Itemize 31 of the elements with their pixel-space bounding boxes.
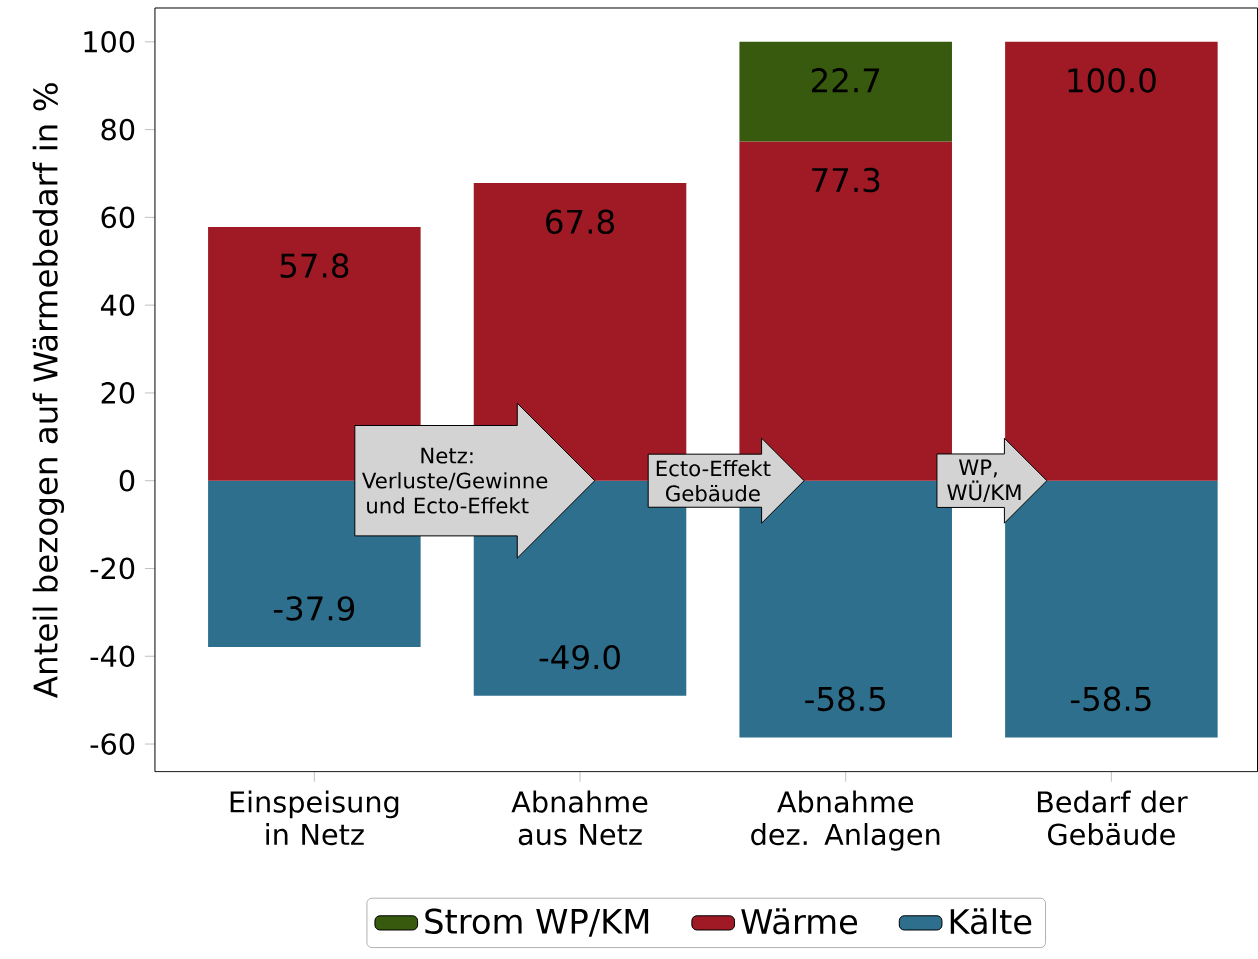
legend-label: Wärme [741, 908, 858, 935]
data-label: 67.8 [546, 209, 614, 235]
bar [1005, 41, 1218, 481]
y-tick-label: 100 [84, 31, 135, 53]
data-label: -58.5 [805, 686, 885, 712]
y-tick-label: 20 [101, 382, 135, 404]
y-axis-title: Anteil bezogen auf Wärmebedarf in % [32, 83, 65, 699]
x-tick-label: Abnahme dez. Anlagen [751, 790, 940, 851]
y-tick-label: -20 [90, 557, 135, 580]
data-label: -49.0 [539, 645, 620, 670]
annotation: Netz: Verluste/Gewinne und Ecto-Effekt [362, 448, 548, 514]
annotation: WP, WÜ/KM [947, 459, 1021, 503]
data-label: 100.0 [1068, 68, 1156, 93]
y-tick-label: -40 [90, 645, 135, 668]
data-label: 22.7 [811, 68, 880, 93]
legend-label: Kälte [950, 908, 1032, 935]
data-label: 77.3 [812, 167, 880, 193]
bar [739, 41, 952, 142]
x-tick-label: Bedarf der Gebäude [1037, 790, 1188, 846]
y-tick-label: 40 [100, 294, 135, 317]
data-label: -58.5 [1070, 686, 1151, 712]
y-tick-label: 60 [101, 206, 135, 229]
data-label: 57.8 [280, 253, 349, 279]
legend-label: Strom WP/KM [425, 908, 649, 937]
y-tick-label: -60 [90, 733, 135, 756]
data-label: -37.9 [273, 596, 355, 621]
y-tick-label: 0 [119, 470, 135, 492]
annotation: Ecto-Effekt Gebäude [656, 460, 771, 502]
x-tick-label: Abnahme aus Netz [511, 790, 648, 846]
x-tick-label: Einspeisung in Netz [230, 790, 399, 846]
y-tick-label: 80 [101, 118, 135, 141]
